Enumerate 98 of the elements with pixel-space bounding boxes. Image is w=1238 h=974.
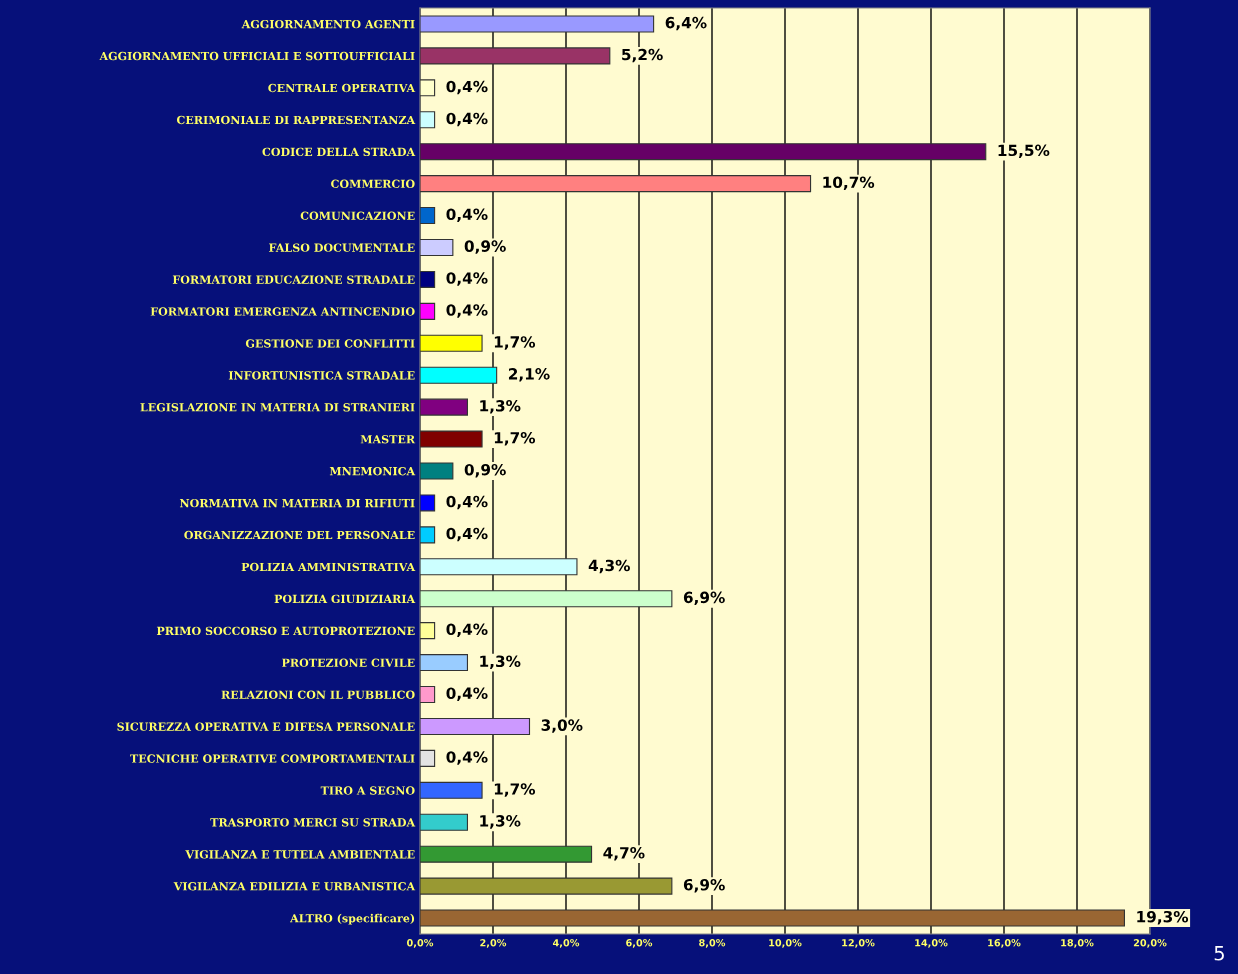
bar [420,238,454,257]
data-label: 1,7% [494,336,536,350]
data-label: 6,4% [665,16,707,31]
bar [420,845,593,863]
y-tick-label: CERIMONIALE DI RAPPRESENTANZA [176,115,416,125]
x-tick-label: 2,0% [480,939,507,948]
x-tick-label: 12,0% [842,939,875,948]
y-tick-label: GESTIONE DEI CONFLITTI [245,339,415,348]
bar [420,654,469,672]
y-tick-label: POLIZIA GIUDIZIARIA [274,594,416,604]
data-label: 0,4% [446,272,488,286]
data-label: 10,7% [823,176,875,191]
y-tick-label: INFORTUNISTICA STRADALE [228,371,415,380]
y-tick-label: TECNICHE OPERATIVE COMPORTAMENTALI [130,754,415,763]
bar [420,47,611,65]
data-label: 0,4% [446,112,488,127]
bar [420,590,673,608]
data-label: 1,3% [480,400,521,414]
x-tick-label: 14,0% [915,939,948,948]
bar [420,813,469,831]
data-label: 0,4% [446,208,488,222]
bar [420,749,436,767]
data-label: 4,3% [588,559,630,574]
y-tick-label: PROTEZIONE CIVILE [282,658,415,667]
y-tick-label: ALTRO (specificare) [289,913,415,925]
y-tick-label: FORMATORI EMERGENZA ANTINCENDIO [150,307,415,316]
y-tick-label: MASTER [360,435,416,444]
data-label: 0,9% [464,463,506,478]
bar [420,366,498,384]
bar [420,909,1126,927]
y-tick-label: LEGISLAZIONE IN MATERIA DI STRANIERI [140,403,415,412]
bar [420,622,436,640]
x-tick-label: 8,0% [699,939,726,948]
data-label: 15,5% [998,144,1050,159]
x-tick-label: 16,0% [988,939,1021,948]
bar [420,717,531,735]
x-tick-label: 18,0% [1061,939,1094,948]
data-label: 0,4% [446,304,488,318]
y-tick-label: AGGIORNAMENTO AGENTI [241,19,415,29]
data-label: 1,3% [480,815,521,829]
data-label: 0,4% [446,687,488,701]
data-label: 0,4% [446,751,488,765]
bar [420,877,673,895]
data-label: 2,1% [508,368,550,382]
bar [420,334,483,352]
data-label: 19,3% [1137,910,1189,925]
text: 5 [1214,946,1224,961]
bar [420,494,436,512]
bar [420,781,483,799]
y-tick-label: RELAZIONI CON IL PUBBLICO [221,690,415,699]
y-tick-label: NORMATIVA IN MATERIA DI RIFIUTI [179,498,415,508]
data-label: 5,2% [622,48,663,63]
y-tick-label: CENTRALE OPERATIVA [268,83,416,93]
y-tick-label: VIGILANZA E TUTELA AMBIENTALE [185,850,415,859]
data-label: 0,4% [446,495,488,510]
x-tick-label: 6,0% [626,939,653,948]
bar [420,398,469,416]
x-tick-label: 4,0% [552,939,580,948]
y-tick-label: CODICE DELLA STRADA [262,147,416,157]
data-label: 3,0% [541,719,583,733]
bar [420,15,655,33]
y-tick-label: TIRO A SEGNO [320,786,415,795]
data-label: 1,3% [480,655,521,669]
data-label: 1,7% [494,431,536,446]
x-tick-label: 10,0% [769,939,802,948]
bar [420,302,436,320]
bar [420,430,483,448]
data-label: 0,4% [446,623,488,638]
y-tick-label: COMUNICAZIONE [300,211,415,220]
y-tick-label: SICUREZZA OPERATIVA E DIFESA PERSONALE [117,722,415,731]
data-label: 4,7% [603,847,645,861]
bar [420,558,578,576]
data-label: 6,9% [683,878,725,893]
bar [420,175,812,193]
y-tick-label: ORGANIZZAZIONE DEL PERSONALE [184,530,415,540]
data-label: 0,9% [464,240,506,254]
y-tick-label: VIGILANZA EDILIZIA E URBANISTICA [173,882,416,891]
y-tick-label: FALSO DOCUMENTALE [269,243,415,252]
y-tick-label: COMMERCIO [331,179,415,188]
bar [420,111,436,129]
y-tick-label: TRASPORTO MERCI SU STRADA [210,818,416,827]
x-tick-label: 0,0% [406,939,434,948]
data-label: 0,4% [446,80,488,95]
bar [420,143,987,161]
bar [420,270,436,288]
bar [420,526,436,544]
data-label: 0,4% [446,527,488,542]
data-label: 1,7% [494,783,536,797]
data-label: 6,9% [683,591,725,606]
y-tick-label: MNEMONICA [329,466,416,476]
y-tick-label: POLIZIA AMMINISTRATIVA [241,562,416,572]
x-tick-label: 20,0% [1133,939,1167,948]
bar [420,685,436,704]
bar [420,207,436,225]
y-tick-label: FORMATORI EDUCAZIONE STRADALE [172,275,415,284]
y-tick-label: AGGIORNAMENTO UFFICIALI E SOTTOUFFICIALI [99,51,415,61]
bar [420,462,454,480]
y-tick-label: PRIMO SOCCORSO E AUTOPROTEZIONE [156,626,415,636]
